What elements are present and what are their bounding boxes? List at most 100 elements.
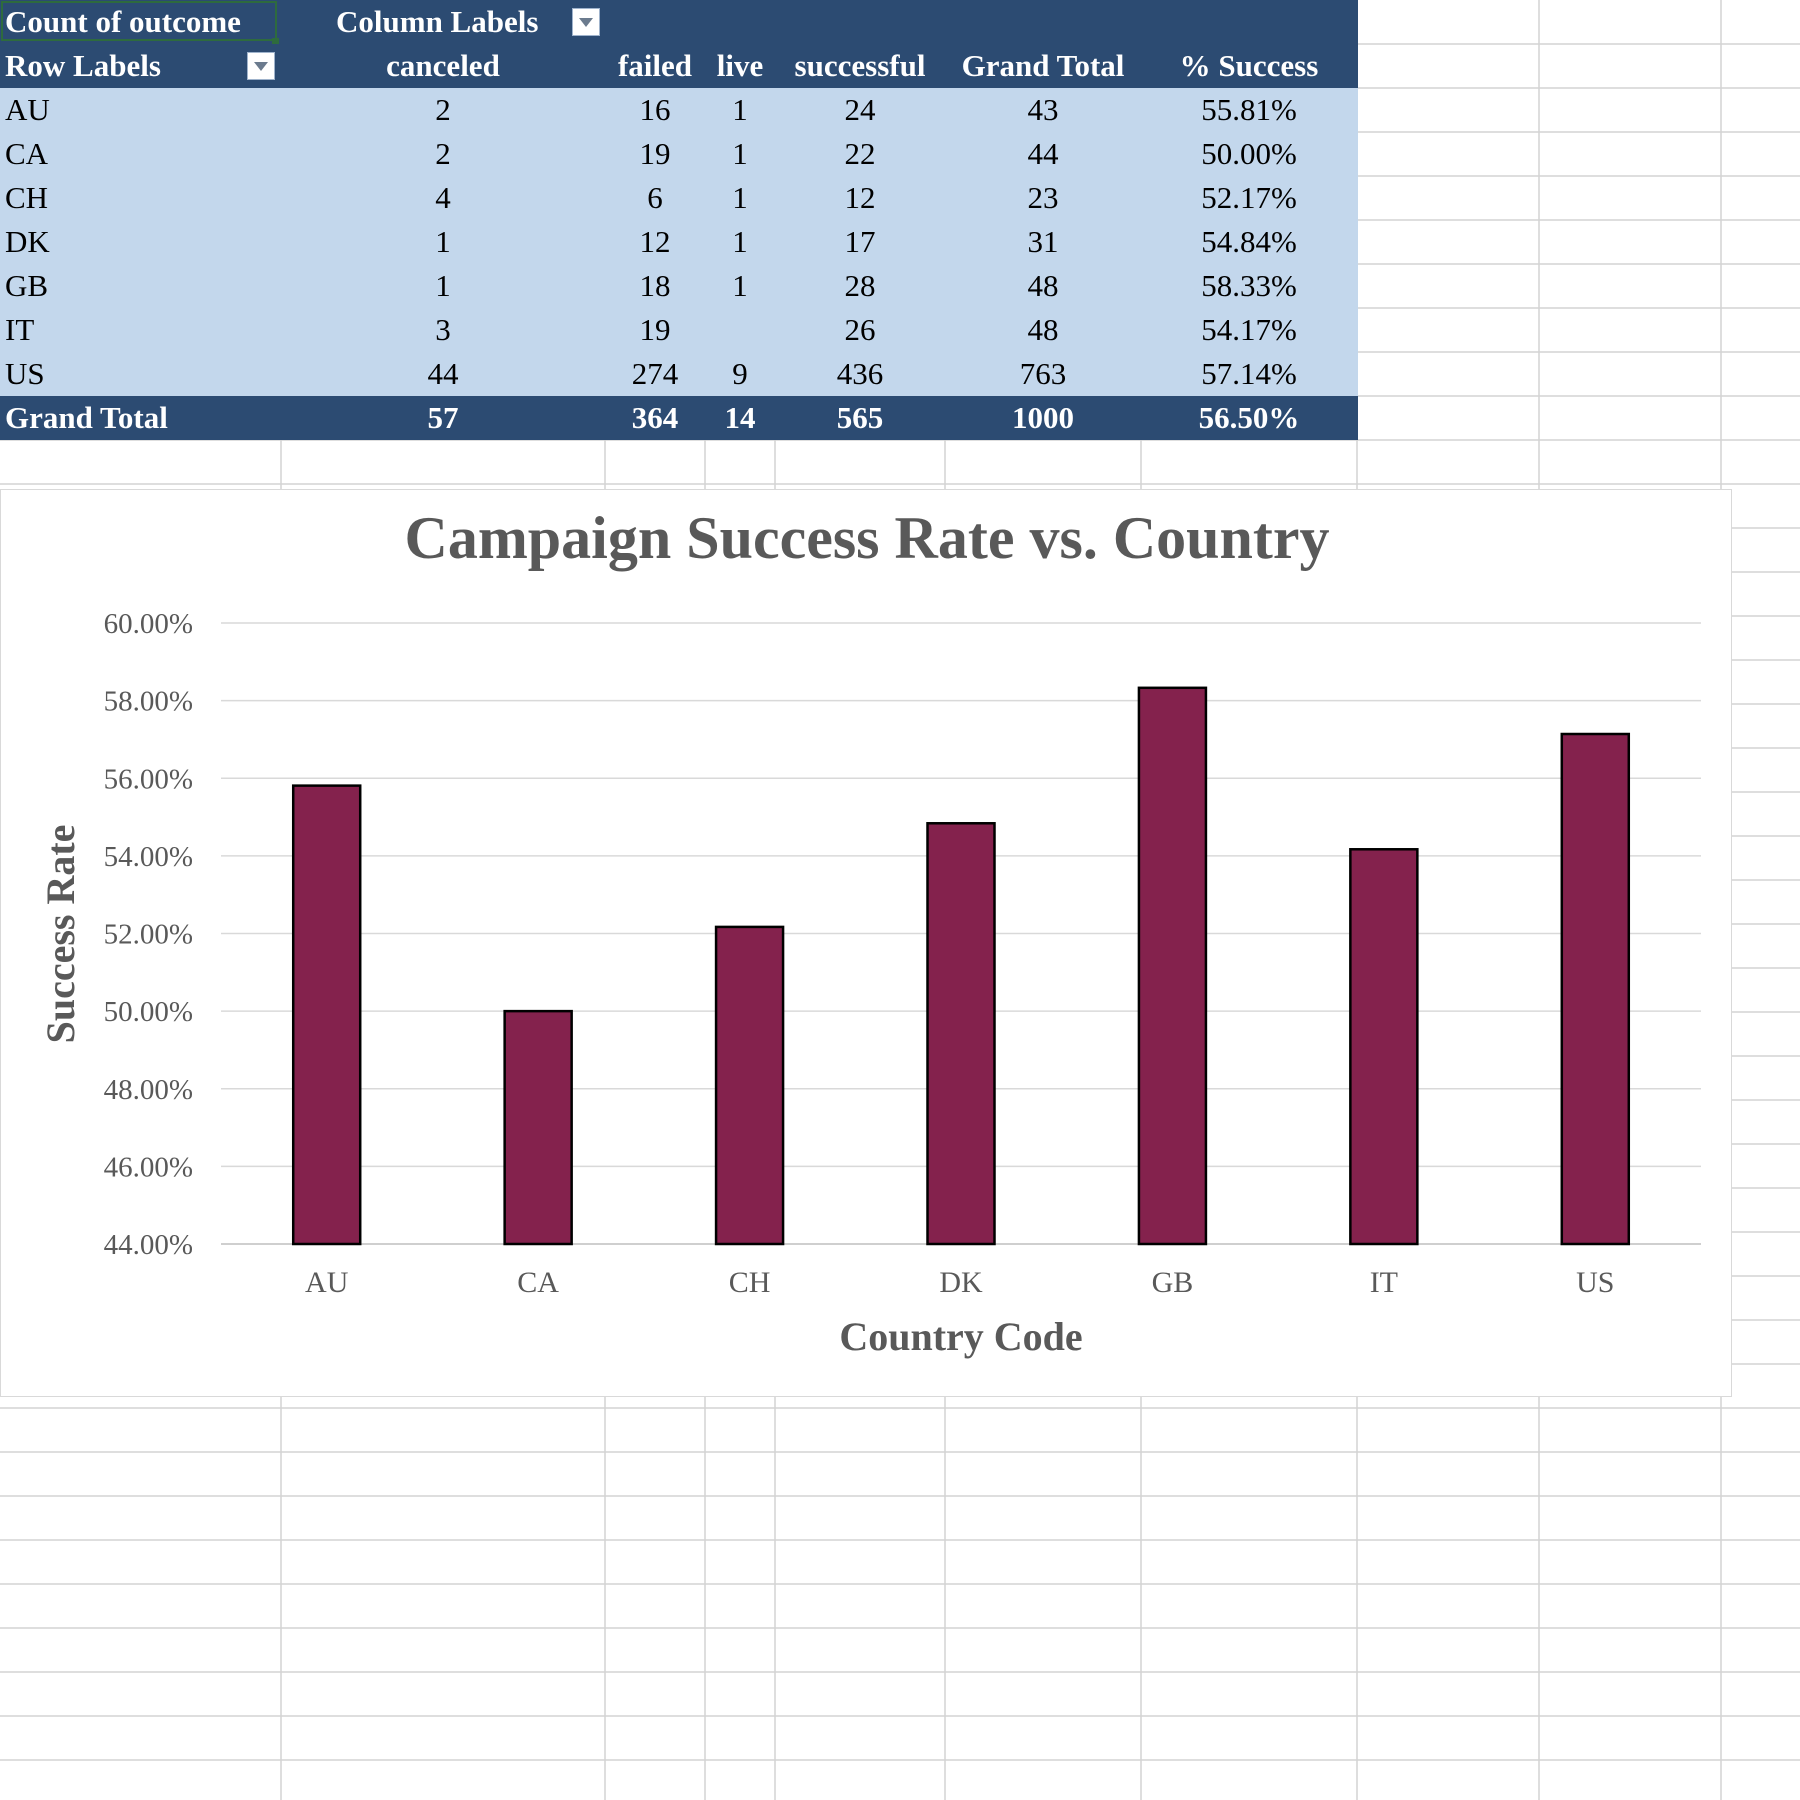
column-header-grand-total[interactable]: Grand Total	[961, 48, 1125, 83]
pivot-cell[interactable]: 6	[605, 176, 705, 221]
row-label[interactable]: CH	[0, 176, 286, 221]
grand-total-row: Grand Total 57 364 14 565 1000 56.50%	[0, 396, 1358, 440]
pivot-cell[interactable]: 19	[605, 308, 705, 353]
x-axis-title: Country Code	[839, 1314, 1082, 1359]
row-labels-header[interactable]: Row Labels	[5, 48, 161, 83]
y-tick-label: 50.00%	[104, 996, 193, 1028]
pivot-cell[interactable]: 3	[281, 308, 605, 353]
column-labels-filter-dropdown[interactable]	[572, 8, 600, 36]
pivot-cell[interactable]: 4	[281, 176, 605, 221]
chart-container[interactable]: Campaign Success Rate vs. Country 44.00% 4…	[0, 489, 1732, 1397]
pivot-cell[interactable]: 43	[945, 88, 1141, 133]
pivot-row: CH 4 6 1 12 23 52.17%	[0, 176, 1358, 221]
bar-dk[interactable]	[926, 822, 996, 1246]
fill-handle[interactable]	[272, 38, 279, 45]
pivot-cell[interactable]: 48	[945, 264, 1141, 309]
grand-total-cell[interactable]: 364	[631, 400, 679, 435]
column-header-success[interactable]: % Success	[1179, 48, 1319, 83]
pivot-cell[interactable]: 50.00%	[1141, 132, 1357, 177]
pivot-cell[interactable]: 58.33%	[1141, 264, 1357, 309]
pivot-value-field-label[interactable]: Count of outcome	[5, 4, 241, 39]
pivot-cell[interactable]: 48	[945, 308, 1141, 353]
pivot-cell[interactable]: 16	[605, 88, 705, 133]
pivot-cell[interactable]: 2	[281, 88, 605, 133]
pivot-cell[interactable]: 55.81%	[1141, 88, 1357, 133]
row-label[interactable]: GB	[0, 264, 286, 309]
pivot-row: IT 3 19 26 48 54.17%	[0, 308, 1358, 353]
pivot-cell[interactable]: 23	[945, 176, 1141, 221]
column-header-failed[interactable]: failed	[617, 48, 693, 83]
pivot-cell[interactable]: 24	[775, 88, 945, 133]
pivot-cell[interactable]: 44	[281, 352, 605, 397]
column-labels-header[interactable]: Column Labels	[336, 4, 539, 39]
y-tick-label: 52.00%	[104, 919, 193, 951]
row-label[interactable]: US	[0, 352, 286, 397]
pivot-row: GB 1 18 1 28 48 58.33%	[0, 264, 1358, 309]
pivot-cell[interactable]: 1	[281, 220, 605, 265]
bar-ca[interactable]	[503, 1009, 573, 1246]
pivot-cell[interactable]: 22	[775, 132, 945, 177]
pivot-row: US 44 274 9 436 763 57.14%	[0, 352, 1358, 397]
grand-total-cell[interactable]: 56.50%	[1198, 400, 1300, 435]
pivot-column-header-row: Row Labels canceled failed live successful Gr…	[0, 44, 1358, 88]
pivot-cell[interactable]: 1	[705, 88, 775, 133]
pivot-cell[interactable]: 57.14%	[1141, 352, 1357, 397]
grand-total-cell[interactable]: 565	[836, 400, 884, 435]
pivot-cell[interactable]: 26	[775, 308, 945, 353]
chart-title: Campaign Success Rate vs. Country	[404, 505, 1329, 571]
pivot-cell[interactable]	[705, 308, 775, 353]
bar-gb[interactable]	[1137, 686, 1208, 1246]
y-tick-label: 58.00%	[104, 686, 193, 718]
pivot-cell[interactable]: 1	[281, 264, 605, 309]
column-header-canceled[interactable]: canceled	[386, 48, 500, 83]
column-header-successful[interactable]: successful	[794, 48, 926, 83]
pivot-cell[interactable]: 44	[945, 132, 1141, 177]
row-label[interactable]: DK	[0, 220, 286, 265]
x-tick-label: CH	[729, 1266, 771, 1299]
bar-chart: Campaign Success Rate vs. Country 44.00% 4…	[38, 505, 1701, 1359]
pivot-cell[interactable]: 1	[705, 176, 775, 221]
pivot-cell[interactable]: 18	[605, 264, 705, 309]
pivot-row: DK 1 12 1 17 31 54.84%	[0, 220, 1358, 265]
pivot-row: CA 2 19 1 22 44 50.00%	[0, 132, 1358, 177]
grand-total-label[interactable]: Grand Total	[5, 400, 168, 435]
grand-total-cell[interactable]: 57	[427, 400, 459, 435]
bar-ch[interactable]	[714, 925, 785, 1246]
row-label[interactable]: AU	[0, 88, 286, 133]
pivot-cell[interactable]: 31	[945, 220, 1141, 265]
bar-us[interactable]	[1560, 732, 1631, 1246]
pivot-cell[interactable]: 2	[281, 132, 605, 177]
pivot-cell[interactable]: 274	[605, 352, 705, 397]
pivot-cell[interactable]: 52.17%	[1141, 176, 1357, 221]
pivot-cell[interactable]: 12	[605, 220, 705, 265]
pivot-cell[interactable]: 9	[705, 352, 775, 397]
pivot-header-row: Count of outcome Column Labels	[0, 0, 1358, 45]
pivot-cell[interactable]: 1	[705, 132, 775, 177]
bar-au[interactable]	[291, 784, 362, 1246]
grand-total-cell[interactable]: 14	[724, 400, 756, 435]
pivot-cell[interactable]: 19	[605, 132, 705, 177]
x-tick-label: CA	[517, 1266, 559, 1299]
pivot-cell[interactable]: 763	[945, 352, 1141, 397]
x-tick-label: IT	[1370, 1266, 1398, 1299]
y-tick-label: 48.00%	[104, 1074, 193, 1106]
row-labels-filter-dropdown[interactable]	[247, 52, 275, 80]
pivot-cell[interactable]: 1	[705, 264, 775, 309]
pivot-cell[interactable]: 28	[775, 264, 945, 309]
bar-it[interactable]	[1349, 848, 1419, 1246]
row-label[interactable]: CA	[0, 132, 286, 177]
grand-total-cell[interactable]: 1000	[1012, 400, 1074, 435]
y-tick-label: 44.00%	[104, 1229, 193, 1261]
pivot-cell[interactable]: 54.17%	[1141, 308, 1357, 353]
x-tick-label: US	[1576, 1266, 1614, 1299]
pivot-cell[interactable]: 436	[775, 352, 945, 397]
pivot-cell[interactable]: 12	[775, 176, 945, 221]
pivot-cell[interactable]: 1	[705, 220, 775, 265]
y-tick-label: 54.00%	[104, 841, 193, 873]
row-label[interactable]: IT	[0, 308, 286, 353]
y-tick-label: 46.00%	[104, 1151, 193, 1183]
pivot-cell[interactable]: 54.84%	[1141, 220, 1357, 265]
column-header-live[interactable]: live	[716, 48, 764, 83]
x-tick-label: DK	[939, 1266, 983, 1299]
pivot-cell[interactable]: 17	[775, 220, 945, 265]
